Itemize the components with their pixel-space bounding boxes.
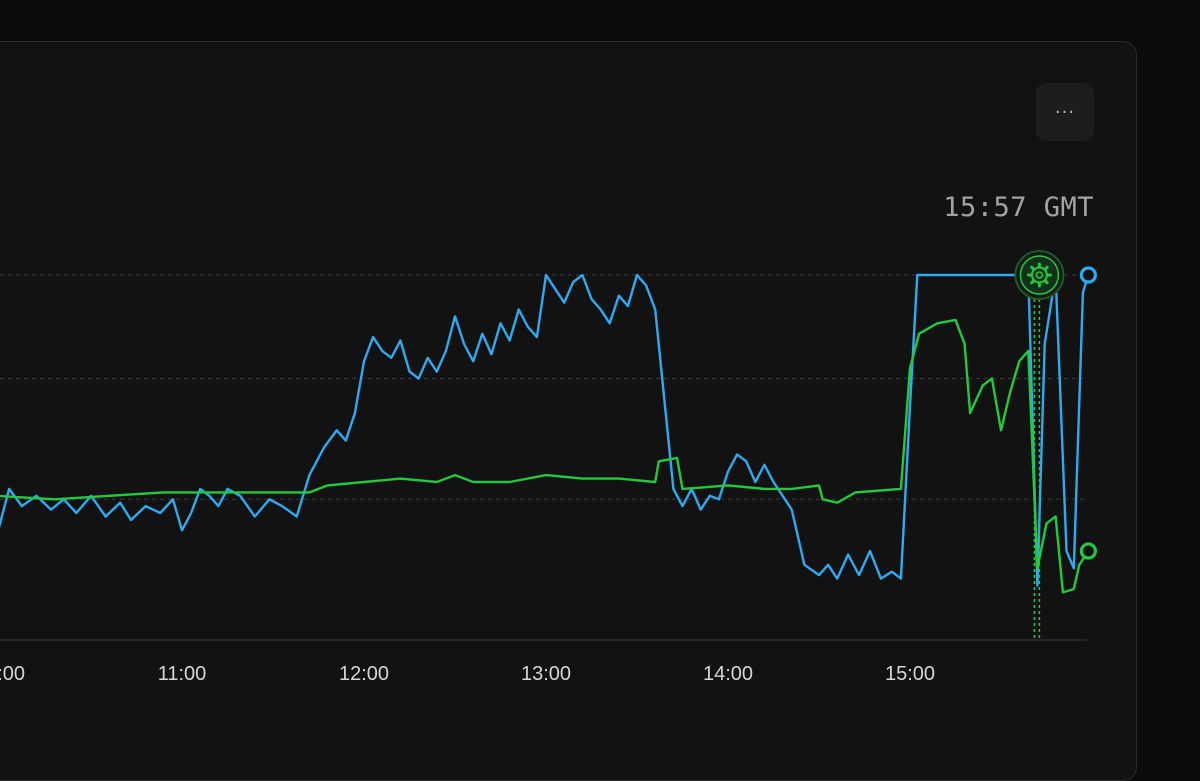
x-axis-ticks: 10:00 11:00 12:00 13:00 14:00 15:00 — [0, 663, 935, 685]
chart-card — [0, 41, 1137, 781]
line-chart: 10:00 11:00 12:00 13:00 14:00 15:00 — [0, 250, 1097, 685]
series-line-1 — [0, 273, 1090, 587]
x-tick-label: 10:00 — [0, 663, 25, 685]
more-horizontal-icon: ··· — [1054, 101, 1076, 123]
x-tick-label: 15:00 — [885, 663, 935, 685]
series-line-2 — [0, 318, 1090, 594]
series-layer — [0, 273, 1090, 594]
x-tick-label: 13:00 — [521, 663, 571, 685]
markers — [1014, 250, 1097, 640]
series-end-point-1 — [1079, 266, 1097, 284]
series-end-point-2 — [1079, 542, 1097, 560]
gear-icon[interactable] — [1014, 250, 1065, 300]
x-tick-label: 12:00 — [339, 663, 389, 685]
more-options-button[interactable]: ··· — [1036, 83, 1094, 141]
x-tick-label: 11:00 — [158, 663, 207, 685]
current-time-label: 15:57 GMT — [943, 192, 1094, 223]
x-tick-label: 14:00 — [703, 663, 753, 685]
